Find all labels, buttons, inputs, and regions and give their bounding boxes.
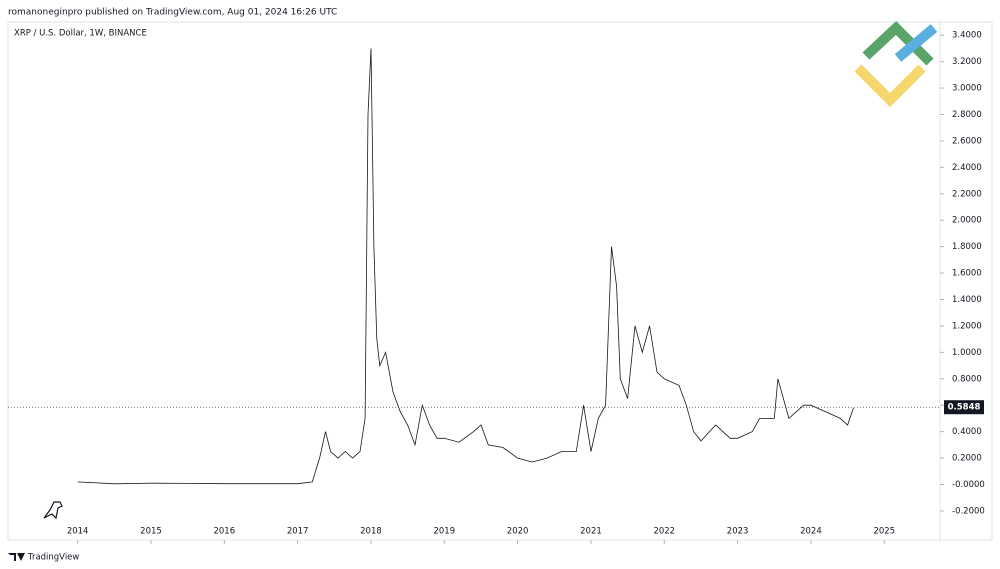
y-tick-label: 0.2000 (952, 454, 982, 464)
last-price-label: 0.5848 (948, 403, 981, 413)
header: romanoneginpro published on TradingView.… (8, 8, 337, 18)
y-tick-label: 1.8000 (952, 242, 982, 252)
x-tick-label: 2015 (140, 527, 162, 537)
y-tick-label: 0.4000 (952, 427, 982, 437)
y-tick-label: -0.2000 (952, 506, 985, 516)
y-tick-label: 3.4000 (952, 31, 982, 41)
tv-logo (8, 553, 25, 561)
y-tick-label: -0.0000 (952, 480, 985, 490)
x-tick-label: 2019 (433, 527, 455, 537)
y-tick-label: 2.8000 (952, 110, 982, 120)
y-tick-label: 2.6000 (952, 136, 982, 146)
y-tick-label: 2.0000 (952, 216, 982, 226)
chart-title: XRP / U.S. Dollar, 1W, BINANCE (14, 29, 147, 39)
y-tick-label: 3.0000 (952, 84, 982, 94)
y-tick-label: 1.4000 (952, 295, 982, 305)
x-tick-label: 2017 (287, 527, 309, 537)
y-tick-label: 0.8000 (952, 374, 982, 384)
y-tick-label: 2.2000 (952, 189, 982, 199)
y-tick-label: 2.4000 (952, 163, 982, 173)
logo (854, 21, 938, 108)
x-tick-label: 2022 (653, 527, 675, 537)
y-tick-label: 1.0000 (952, 348, 982, 358)
y-tick-label: 1.2000 (952, 321, 982, 331)
x-tick-label: 2024 (800, 527, 822, 537)
x-tick-label: 2023 (727, 527, 749, 537)
price-line (77, 48, 854, 485)
x-tick-label: 2018 (360, 527, 382, 537)
y-tick-label: 3.2000 (952, 57, 982, 67)
dino-icon (43, 501, 63, 520)
x-tick-label: 2014 (67, 527, 89, 537)
x-tick-label: 2016 (213, 527, 235, 537)
footer: TradingView (27, 553, 79, 563)
plot-frame (7, 21, 993, 541)
x-tick-label: 2020 (507, 527, 529, 537)
x-tick-label: 2021 (580, 527, 602, 537)
last-price-box (944, 400, 984, 415)
x-tick-label: 2025 (873, 527, 895, 537)
y-tick-label: 1.6000 (952, 269, 982, 279)
